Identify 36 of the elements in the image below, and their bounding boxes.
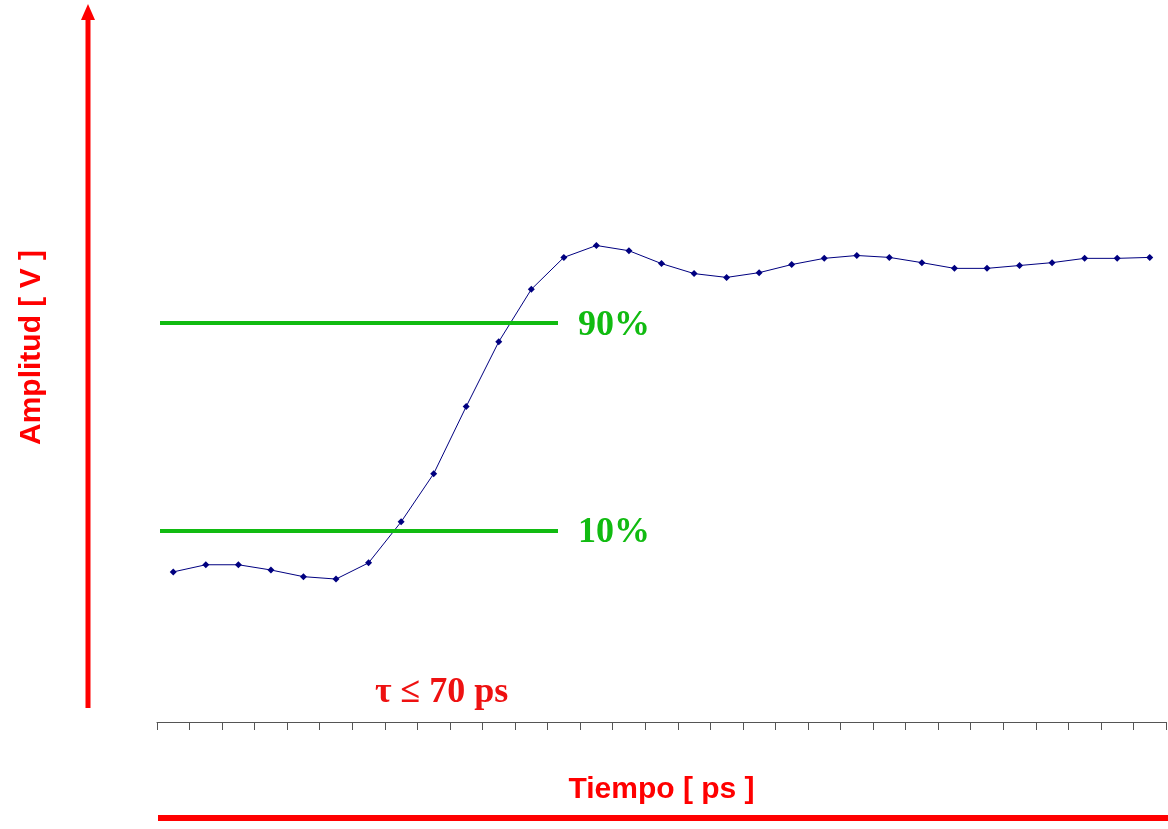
- point: [169, 568, 177, 576]
- point: [462, 403, 470, 411]
- point: [1146, 253, 1154, 261]
- point: [592, 241, 600, 249]
- point: [690, 270, 698, 278]
- point: [853, 252, 861, 259]
- annotation: 90%: [578, 303, 650, 343]
- point: [658, 260, 665, 268]
- point: [1048, 259, 1056, 267]
- point: [755, 269, 763, 277]
- point: [267, 566, 275, 574]
- point: [234, 561, 242, 569]
- point: [950, 264, 958, 272]
- point: [983, 264, 991, 272]
- y-axis-title: Amplitud [ V ]: [12, 249, 46, 445]
- point: [495, 338, 503, 346]
- annotation: τ ≤ 70 ps: [375, 670, 509, 710]
- point: [299, 573, 307, 581]
- point: [820, 254, 828, 262]
- point: [918, 259, 926, 267]
- point: [332, 575, 340, 583]
- point: [202, 561, 210, 569]
- point: [885, 253, 893, 261]
- annotation: 10%: [578, 510, 650, 550]
- point: [1081, 254, 1089, 262]
- point: [625, 247, 633, 255]
- point: [527, 285, 535, 293]
- point: [788, 261, 796, 269]
- x-axis-title: Tiempo [ ps ]: [568, 770, 755, 804]
- point: [560, 253, 568, 261]
- point: [397, 518, 405, 526]
- point: [365, 559, 373, 567]
- point: [1113, 254, 1121, 262]
- point: [1016, 262, 1024, 269]
- point: [723, 273, 731, 281]
- point: [430, 470, 438, 478]
